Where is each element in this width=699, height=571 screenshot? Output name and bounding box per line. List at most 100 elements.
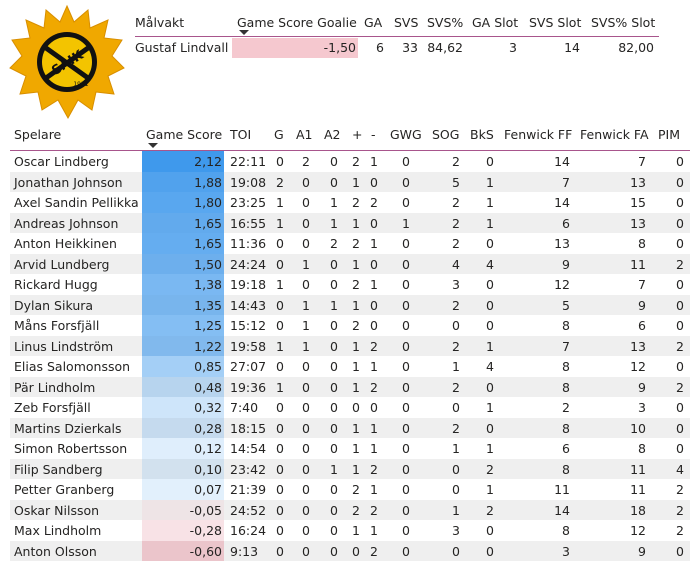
player-sog: 2 [452, 338, 460, 354]
table-row[interactable]: Jonathan Johnson 1,88 19:08 2 0 0 1 0 0 5 1 7 13 0 [10, 171, 690, 192]
table-row[interactable]: Filip Sandberg 0,10 23:42 0 0 1 1 2 0 0 2 8 11 4 [10, 458, 690, 479]
player-fenwick-fa: 12 [630, 359, 646, 374]
col-fenwick-fa[interactable]: Fenwick FA [580, 127, 649, 142]
player-gwg: 0 [402, 502, 410, 518]
player-toi: 19:08 [230, 174, 267, 190]
player-name: Rickard Hugg [14, 277, 98, 292]
player-gwg: 0 [402, 154, 410, 169]
table-row[interactable]: Pär Lindholm 0,48 19:36 1 0 0 1 2 0 2 0 8 9 2 [10, 376, 690, 397]
player-plus: 2 [352, 195, 360, 210]
col-minus[interactable]: - [371, 127, 376, 142]
player-pim: 0 [676, 441, 684, 456]
player-fenwick-fa: 9 [638, 297, 646, 313]
goalie-row[interactable]: Gustaf Lindvall -1,50 6 33 84,62 3 14 82… [135, 37, 659, 59]
table-row[interactable]: Max Lindholm -0,28 16:24 0 0 0 1 1 0 3 0 8 12 2 [10, 520, 690, 541]
goalie-col-game-score[interactable]: Game Score Goalie [237, 15, 357, 30]
player-fenwick-ff: 13 [554, 236, 570, 251]
player-name: Anton Heikkinen [14, 236, 117, 251]
table-row[interactable]: Oscar Lindberg 2,12 22:11 0 2 0 2 1 0 2 0 14 7 0 [10, 151, 690, 172]
table-row[interactable]: Rickard Hugg 1,38 19:18 1 0 0 2 1 0 3 0 12 7 0 [10, 274, 690, 295]
player-g: 0 [276, 441, 284, 456]
player-plus: 2 [352, 154, 360, 169]
player-bks: 0 [486, 318, 494, 333]
goalie-col-svs[interactable]: SVS [394, 15, 419, 30]
player-gwg: 0 [402, 379, 410, 395]
players-header-row: Spelare Game Score TOI G A1 A2 + - GWG S… [10, 124, 690, 151]
player-a2: 2 [330, 236, 338, 251]
player-plus: 2 [352, 236, 360, 251]
player-a2: 0 [330, 154, 338, 169]
player-minus: 1 [370, 154, 378, 169]
col-fenwick-ff[interactable]: Fenwick FF [504, 127, 573, 142]
player-fenwick-fa: 9 [638, 543, 646, 559]
goalie-table: Målvakt Game Score Goalie GA SVS SVS% GA… [135, 12, 659, 59]
table-row[interactable]: Martins Dzierkals 0,28 18:15 0 0 0 1 1 0 2 0 8 10 0 [10, 417, 690, 438]
table-row[interactable]: Anton Olsson -0,60 9:13 0 0 0 0 2 0 0 0 3 9 0 [10, 540, 690, 561]
player-plus: 0 [352, 543, 360, 559]
goalie-col-svs-slot[interactable]: SVS Slot [529, 15, 582, 30]
player-gwg: 0 [402, 318, 410, 333]
game-score-bar [142, 335, 224, 356]
table-row[interactable]: Simon Robertsson 0,12 14:54 0 0 0 1 1 0 1 1 6 8 0 [10, 438, 690, 459]
goalie-col-svs-pct[interactable]: SVS% [427, 15, 464, 30]
game-score-bar [142, 458, 224, 479]
player-a2: 0 [330, 441, 338, 456]
col-sog[interactable]: SOG [432, 127, 460, 142]
col-player[interactable]: Spelare [14, 127, 62, 142]
col-a2[interactable]: A2 [324, 127, 341, 142]
player-g: 0 [276, 482, 284, 497]
col-a1[interactable]: A1 [296, 127, 313, 142]
table-row[interactable]: Andreas Johnson 1,65 16:55 1 0 1 1 0 1 2 1 6 13 0 [10, 212, 690, 233]
col-toi[interactable]: TOI [230, 127, 252, 142]
player-a1: 1 [302, 318, 310, 333]
player-pim: 2 [676, 482, 684, 497]
player-g: 1 [276, 338, 284, 354]
table-row[interactable]: Axel Sandin Pellikka 1,80 23:25 1 0 1 2 2 0 2 1 14 1… [10, 192, 690, 213]
table-row[interactable]: Anton Heikkinen 1,65 11:36 0 0 2 2 1 0 2 0 13 8 0 [10, 233, 690, 254]
goalie-col-ga[interactable]: GA [364, 15, 383, 30]
player-name: Oscar Lindberg [14, 154, 109, 169]
col-game-score[interactable]: Game Score [146, 127, 223, 142]
player-minus: 2 [370, 195, 378, 210]
player-g: 1 [276, 215, 284, 231]
col-pim[interactable]: PIM [658, 127, 681, 142]
player-gwg: 0 [402, 174, 410, 190]
table-row[interactable]: Elias Salomonsson 0,85 27:07 0 0 0 1 1 0 1 4 8 12 0 [10, 356, 690, 377]
table-row[interactable]: Linus Lindström 1,22 19:58 1 1 0 1 2 0 2 1 7 13 2 [10, 335, 690, 356]
player-gwg: 0 [402, 482, 410, 497]
table-row[interactable]: Oskar Nilsson -0,05 24:52 0 0 0 2 2 0 1 2 14 18 2 [10, 499, 690, 520]
player-fenwick-ff: 7 [562, 174, 570, 190]
player-toi: 16:24 [230, 523, 267, 538]
player-gwg: 1 [402, 215, 410, 231]
player-fenwick-ff: 6 [562, 441, 570, 456]
player-sog: 2 [452, 420, 460, 436]
player-a2: 0 [330, 318, 338, 333]
game-score-bar [142, 171, 224, 192]
col-plus[interactable]: + [352, 127, 363, 142]
player-game-score: 1,22 [194, 338, 222, 354]
player-toi: 23:25 [230, 195, 267, 210]
player-plus: 1 [352, 174, 360, 190]
goalie-col-svs-pct-slot[interactable]: SVS% Slot [591, 15, 656, 30]
player-gwg: 0 [402, 297, 410, 313]
col-g[interactable]: G [274, 127, 284, 142]
table-row[interactable]: Måns Forsfjäll 1,25 15:12 0 1 0 2 0 0 0 0 8 6 0 [10, 315, 690, 336]
col-gwg[interactable]: GWG [390, 127, 422, 142]
table-row[interactable]: Dylan Sikura 1,35 14:43 0 1 1 1 0 0 2 0 5 9 0 [10, 294, 690, 315]
game-score-bar [142, 438, 224, 459]
player-fenwick-ff: 14 [554, 154, 570, 169]
goalie-col-goalie[interactable]: Målvakt [135, 15, 185, 30]
player-minus: 0 [370, 215, 378, 231]
goalie-col-ga-slot[interactable]: GA Slot [472, 15, 519, 30]
player-fenwick-fa: 6 [638, 318, 646, 333]
player-plus: 1 [352, 215, 360, 231]
table-row[interactable]: Zeb Forsfjäll 0,32 7:40 0 0 0 0 0 0 0 1 2 3 0 [10, 397, 690, 418]
player-g: 2 [276, 174, 284, 190]
table-row[interactable]: Arvid Lundberg 1,50 24:24 0 1 0 1 0 0 4 4 9 11 2 [10, 253, 690, 274]
table-row[interactable]: Petter Granberg 0,07 21:39 0 0 0 2 1 0 0 1 11 11 2 [10, 479, 690, 500]
col-bks[interactable]: BkS [470, 127, 494, 142]
game-score-bar [142, 417, 224, 438]
player-a2: 1 [330, 297, 338, 313]
player-game-score: 0,07 [194, 482, 222, 497]
player-game-score: 1,65 [194, 215, 222, 231]
